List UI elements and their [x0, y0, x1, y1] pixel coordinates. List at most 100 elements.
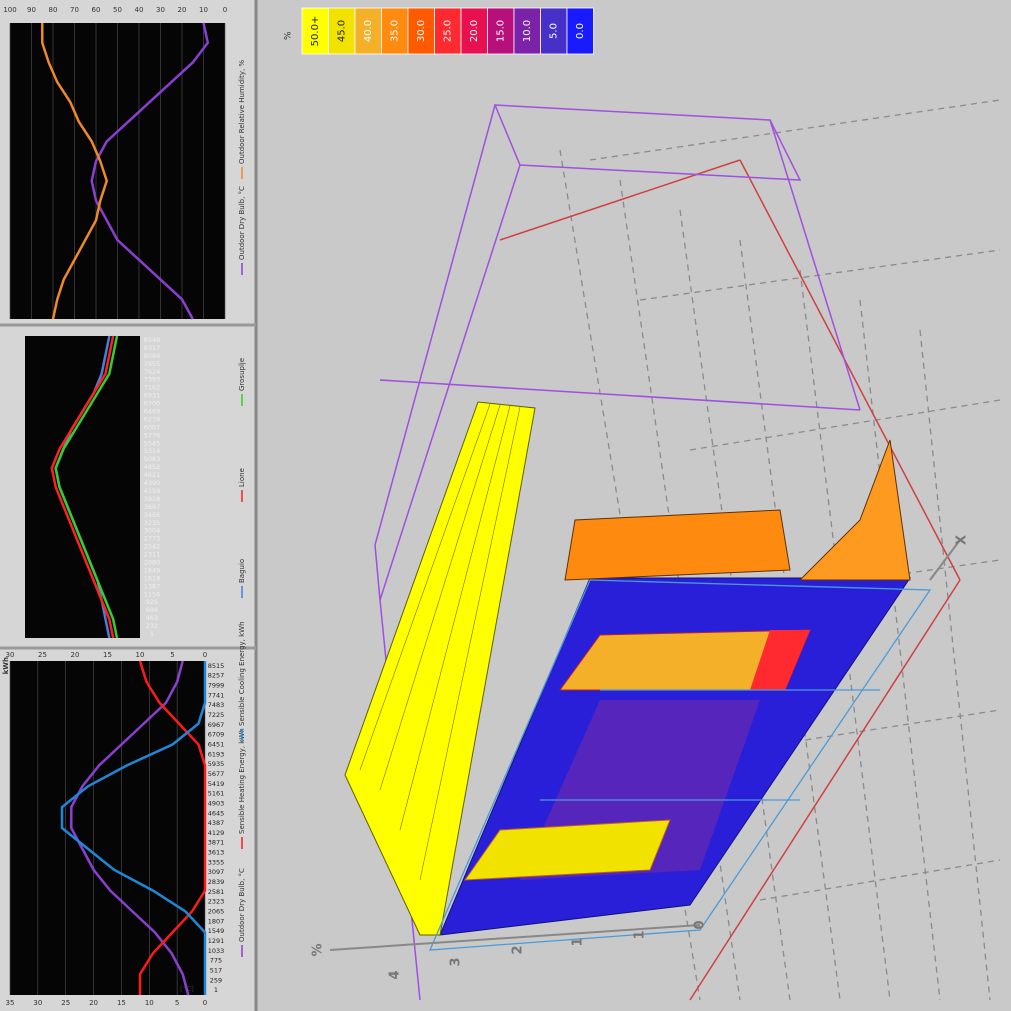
x-tick-label: 6709: [208, 731, 225, 739]
x-tick-label: 1156: [144, 590, 161, 598]
legend-swatch: [407, 7, 435, 55]
blue-frame: [428, 579, 932, 951]
y-tick-label: 20: [89, 999, 98, 1007]
x-tick-label: 1: [150, 630, 154, 638]
x-tick-label: 7483: [208, 701, 225, 709]
x-tick-label: 7855: [144, 360, 161, 368]
x-tick-label: 2065: [208, 908, 225, 916]
y2-tick-label: 25: [38, 651, 47, 659]
x-tick-label: 4387: [208, 819, 225, 827]
legend-swatch: [460, 7, 488, 55]
y-tick-label: 0: [203, 999, 207, 1007]
axis-label: 4: [388, 970, 403, 979]
series-line: [90, 22, 210, 320]
chart-panel: 05101520253035051015202530[°C]kWh1259517…: [2, 621, 246, 1007]
y-tick-label: 40: [135, 6, 144, 14]
legend-swatch: [381, 7, 409, 55]
plot-area: [25, 336, 140, 638]
x-tick-label: 7999: [208, 682, 225, 690]
x-tick-label: 2542: [144, 543, 161, 551]
x-tick-label: 1549: [208, 927, 225, 935]
x-tick-label: 3613: [208, 849, 225, 857]
x-tick-label: 6469: [144, 408, 161, 416]
x-tick-label: 3697: [144, 503, 161, 511]
legend-swatch: [328, 7, 356, 55]
axis-line: [329, 924, 701, 951]
x-tick-label: 232: [146, 622, 158, 630]
legend-label: Sensible Heating Energy, kWh: [238, 728, 246, 834]
y-tick-label: 25: [61, 999, 70, 1007]
x-tick-label: 2839: [208, 878, 225, 886]
axis-label: 3: [449, 957, 464, 966]
y-tick-label: 30: [33, 999, 42, 1007]
x-tick-label: 7741: [208, 691, 225, 699]
chart-panel: 1232463694925115613871618184920802311254…: [25, 335, 246, 639]
x-tick-label: 775: [210, 957, 222, 965]
x-tick-label: 8257: [208, 672, 225, 680]
legend-label: 5.0: [549, 23, 560, 39]
legend-label: 30.0: [416, 20, 427, 42]
y-tick-label: 15: [117, 999, 126, 1007]
legend-label: 35.0: [390, 20, 401, 42]
y-tick-label: 10: [199, 6, 208, 14]
legend-label: 50.0+: [310, 16, 321, 47]
color-legend: % 50.0+ 45.0 40.0 35.0 30.0 25.0 20.0 15.0 10.0 5.…: [284, 7, 594, 55]
axis-label: 2: [511, 945, 526, 954]
legend-label: Outdoor Dry Bulb, °C: [238, 868, 246, 942]
x-tick-label: 2581: [208, 888, 225, 896]
x-tick-label: 5419: [208, 780, 225, 788]
legend-label: 15.0: [496, 20, 507, 42]
x-tick-label: 4903: [208, 799, 225, 807]
series-line: [70, 660, 190, 996]
y-tick-label: 5: [175, 999, 179, 1007]
x-tick-label: 2311: [144, 551, 161, 559]
floor-strip-edge: [750, 630, 810, 690]
axis-label: 1: [571, 937, 586, 946]
legend-label: 45.0: [337, 20, 348, 42]
legend-label: Sensible Cooling Energy, kWh: [238, 621, 246, 726]
x-tick-label: 4852: [144, 463, 161, 471]
x-tick-label: 4159: [144, 487, 161, 495]
y-tick-label: 20: [178, 6, 187, 14]
x-tick-label: 1387: [144, 582, 161, 590]
x-tick-label: 1618: [144, 574, 161, 582]
plot-area: [10, 661, 205, 995]
x-tick-label: 5545: [144, 439, 161, 447]
x-tick-label: 7393: [144, 376, 161, 384]
x-tick-label: 4129: [208, 829, 225, 837]
legend-swatch: [354, 7, 382, 55]
x-tick-label: 3004: [144, 527, 161, 535]
x-tick-label: 3097: [208, 868, 225, 876]
x-tick-label: 5935: [208, 760, 225, 768]
x-tick-label: 3355: [208, 858, 225, 866]
axis-label: 1: [633, 930, 648, 939]
x-tick-label: 517: [210, 966, 222, 974]
x-tick-label: 6931: [144, 392, 161, 400]
x-tick-label: 5677: [208, 770, 225, 778]
x-tick-label: 8086: [144, 352, 161, 360]
x-tick-label: 3928: [144, 495, 161, 503]
x-tick-label: 2080: [144, 559, 161, 567]
legend-title: %: [284, 31, 294, 40]
legend-swatch: [434, 7, 462, 55]
x-tick-label: 6451: [208, 741, 225, 749]
axis-label: %: [311, 943, 326, 956]
axis-label: 0: [693, 920, 708, 929]
wall-bumps: [564, 509, 791, 581]
y2-tick-label: 0: [203, 651, 207, 659]
x-tick-label: 1033: [208, 947, 225, 955]
x-tick-label: 1807: [208, 917, 225, 925]
x-tick-label: 6007: [144, 423, 161, 431]
y2-tick-label: 30: [6, 651, 15, 659]
legend-label: 40.0: [363, 20, 374, 42]
y-tick-label: 90: [27, 6, 36, 14]
x-tick-label: 259: [210, 976, 222, 984]
x-tick-label: 463: [146, 614, 158, 622]
y-tick-label: 70: [70, 6, 79, 14]
x-tick-label: 8515: [208, 662, 225, 670]
x-tick-label: 5314: [144, 447, 161, 455]
scene-3d: [329, 99, 1001, 1001]
series-line: [138, 660, 207, 995]
legend-label: 10.0: [522, 20, 533, 42]
x-tick-label: 4390: [144, 479, 161, 487]
